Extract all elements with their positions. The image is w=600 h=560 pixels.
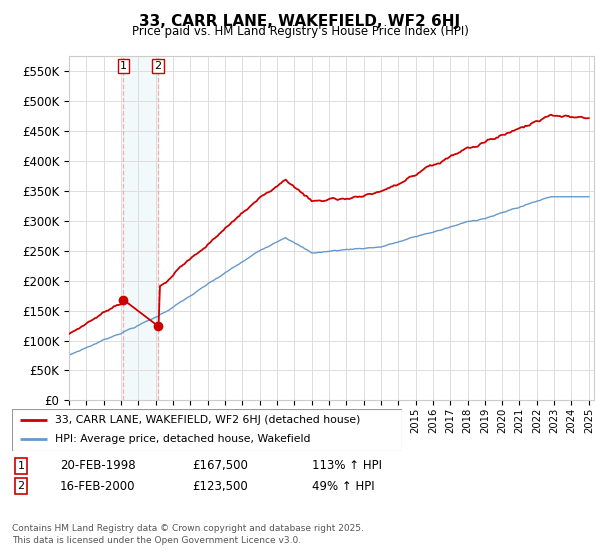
- Text: 2: 2: [17, 481, 25, 491]
- Text: 20-FEB-1998: 20-FEB-1998: [60, 459, 136, 473]
- Text: 49% ↑ HPI: 49% ↑ HPI: [312, 479, 374, 493]
- Text: 1: 1: [120, 61, 127, 71]
- Text: 33, CARR LANE, WAKEFIELD, WF2 6HJ (detached house): 33, CARR LANE, WAKEFIELD, WF2 6HJ (detac…: [55, 415, 360, 425]
- Text: 33, CARR LANE, WAKEFIELD, WF2 6HJ: 33, CARR LANE, WAKEFIELD, WF2 6HJ: [139, 14, 461, 29]
- Text: £123,500: £123,500: [192, 479, 248, 493]
- Text: 16-FEB-2000: 16-FEB-2000: [60, 479, 136, 493]
- Text: Contains HM Land Registry data © Crown copyright and database right 2025.
This d: Contains HM Land Registry data © Crown c…: [12, 524, 364, 545]
- Text: 113% ↑ HPI: 113% ↑ HPI: [312, 459, 382, 473]
- Bar: [123, 56, 158, 400]
- Text: 1: 1: [17, 461, 25, 471]
- Text: Price paid vs. HM Land Registry's House Price Index (HPI): Price paid vs. HM Land Registry's House …: [131, 25, 469, 38]
- Text: HPI: Average price, detached house, Wakefield: HPI: Average price, detached house, Wake…: [55, 435, 310, 445]
- Text: £167,500: £167,500: [192, 459, 248, 473]
- Text: 2: 2: [154, 61, 161, 71]
